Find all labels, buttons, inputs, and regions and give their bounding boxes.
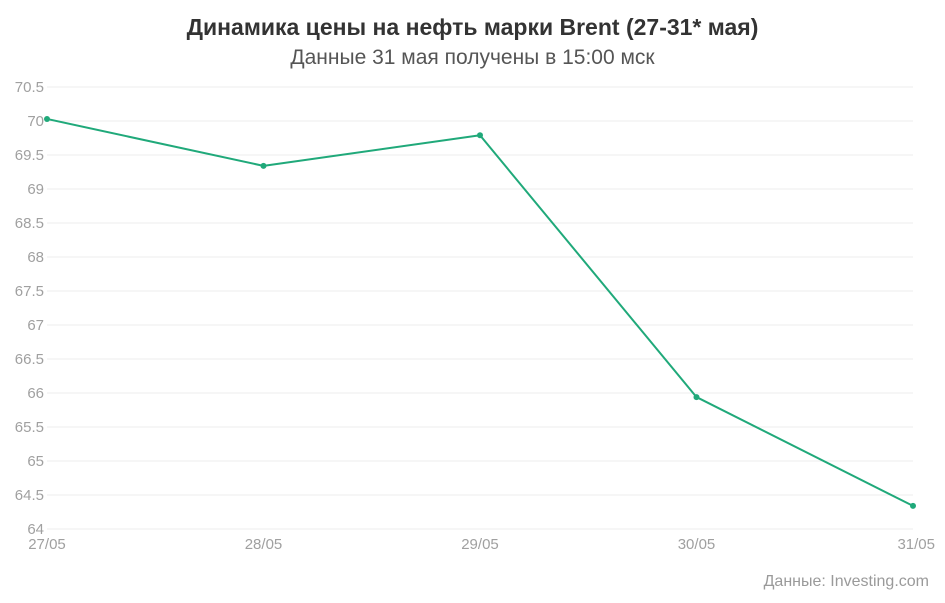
- series-line: [46, 117, 914, 507]
- y-tick-label: 65: [27, 453, 44, 470]
- x-tick-label: 30/05: [678, 536, 716, 553]
- y-tick-label: 70.5: [15, 79, 44, 96]
- grid-lines: [47, 86, 913, 530]
- data-point[interactable]: [693, 394, 700, 401]
- data-point[interactable]: [910, 502, 916, 509]
- x-tick-label: 28/05: [245, 536, 283, 553]
- chart-subtitle: Данные 31 мая получены в 15:00 мск: [290, 46, 655, 69]
- data-point[interactable]: [477, 132, 483, 139]
- y-axis-ticks: 70.5 70 69.5 69 68.5 68 67.5 67 66.5 66 65.5 65 64.5…: [15, 79, 44, 538]
- y-tick-label: 68: [27, 249, 44, 266]
- y-tick-label: 66: [27, 385, 44, 402]
- y-tick-label: 66.5: [15, 351, 44, 368]
- x-tick-label: 29/05: [461, 536, 499, 553]
- y-tick-label: 64: [27, 521, 44, 538]
- y-tick-label: 69: [27, 181, 44, 198]
- x-tick-label: 31/05: [897, 536, 935, 553]
- data-point[interactable]: [44, 115, 50, 122]
- y-tick-label: 67: [27, 317, 44, 334]
- y-tick-label: 70: [27, 113, 44, 130]
- chart-title: Динамика цены на нефть марки Brent (27-3…: [186, 14, 759, 40]
- y-tick-label: 69.5: [15, 147, 44, 164]
- x-tick-label: 27/05: [28, 536, 66, 553]
- y-tick-label: 64.5: [15, 487, 44, 504]
- source-note: Данные: Investing.com: [763, 573, 929, 590]
- y-tick-label: 68.5: [15, 215, 44, 232]
- y-tick-label: 65.5: [15, 419, 44, 436]
- y-tick-label: 67.5: [15, 283, 44, 300]
- data-point[interactable]: [260, 162, 267, 169]
- x-axis-ticks: 27/05 28/05 29/05 30/05 31/05: [28, 536, 935, 553]
- series-layer: [44, 115, 916, 509]
